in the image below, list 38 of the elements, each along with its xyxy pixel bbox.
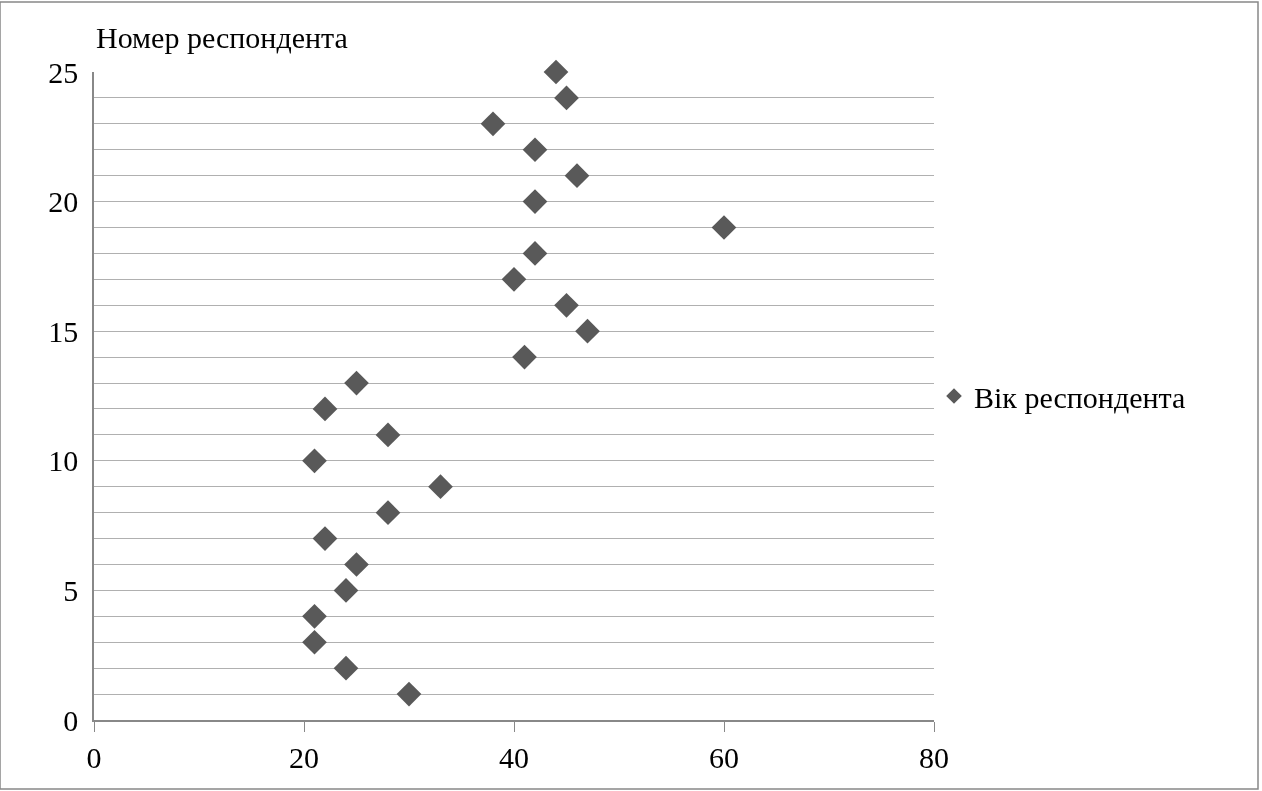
y-tick-label: 15: [48, 314, 79, 348]
point: [344, 552, 369, 577]
point: [302, 603, 327, 629]
point: [302, 448, 327, 474]
point: [333, 655, 359, 681]
point: [375, 500, 401, 525]
y-tick-label: 5: [63, 573, 79, 607]
point: [522, 241, 548, 266]
x-tick-label: 80: [919, 740, 949, 774]
point: [344, 370, 369, 396]
y-tick-label: 20: [48, 185, 79, 219]
point: [575, 318, 600, 344]
point: [522, 137, 548, 163]
y-tick-label: 10: [48, 444, 79, 478]
x-tick-label: 0: [86, 740, 102, 774]
point: [312, 396, 338, 422]
point: [554, 292, 579, 318]
point: [375, 422, 401, 448]
point: [512, 344, 537, 370]
point: [428, 474, 453, 500]
point: [711, 215, 737, 240]
y-tick-label: 25: [48, 55, 79, 89]
point: [522, 189, 548, 214]
x-tick-label: 40: [499, 740, 529, 774]
point: [564, 163, 590, 189]
point: [302, 629, 327, 655]
point: [396, 681, 422, 707]
point: [501, 267, 527, 292]
y-axis-title: Номер респондента: [96, 21, 348, 54]
y-tick-label: 0: [63, 703, 79, 737]
legend-label: Вік респондента: [974, 380, 1186, 414]
point: [543, 59, 569, 85]
point: [480, 111, 506, 137]
point: [312, 526, 338, 551]
x-tick-label: 60: [709, 740, 739, 774]
x-tick-label: 20: [289, 740, 319, 774]
point: [554, 85, 579, 111]
point: [333, 578, 359, 603]
